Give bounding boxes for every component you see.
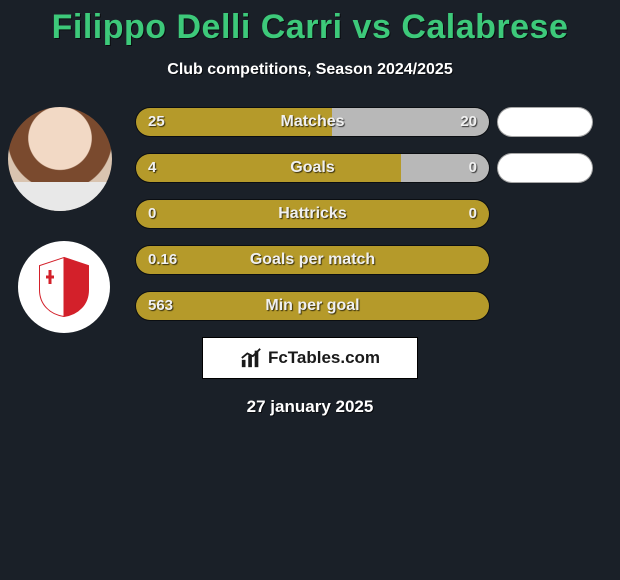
bar-segment-player1	[136, 200, 489, 228]
snapshot-date: 27 january 2025	[0, 397, 620, 417]
brand-text: FcTables.com	[268, 348, 380, 368]
bar-segment-player1	[136, 292, 489, 320]
chips-column	[497, 107, 612, 337]
metric-value-player2: 0	[469, 154, 477, 182]
metric-value-player1: 0.16	[148, 246, 177, 274]
bar-segment-player1	[136, 246, 489, 274]
metric-bar: Goals40	[135, 153, 490, 183]
comparison-title: Filippo Delli Carri vs Calabrese	[0, 0, 620, 47]
metric-bar: Matches2520	[135, 107, 490, 137]
bar-segment-player1	[136, 154, 401, 182]
player-avatar	[8, 107, 112, 211]
shield-icon	[38, 256, 90, 318]
metric-bar: Goals per match0.16	[135, 245, 490, 275]
bar-segment-player1	[136, 108, 332, 136]
form-chip	[497, 107, 593, 137]
metric-value-player2: 20	[460, 108, 477, 136]
metric-value-player1: 563	[148, 292, 173, 320]
avatars-column	[8, 107, 123, 333]
brand-badge: FcTables.com	[202, 337, 418, 379]
metric-value-player2: 0	[469, 200, 477, 228]
metric-value-player1: 0	[148, 200, 156, 228]
metrics-bars: Matches2520Goals40Hattricks00Goals per m…	[135, 107, 490, 321]
comparison-content: Matches2520Goals40Hattricks00Goals per m…	[0, 107, 620, 321]
metric-bar: Min per goal563	[135, 291, 490, 321]
club-badge	[18, 241, 110, 333]
form-chip	[497, 153, 593, 183]
comparison-subtitle: Club competitions, Season 2024/2025	[0, 61, 620, 79]
metric-bar: Hattricks00	[135, 199, 490, 229]
metric-value-player1: 4	[148, 154, 156, 182]
chart-icon	[240, 347, 262, 369]
metric-value-player1: 25	[148, 108, 165, 136]
